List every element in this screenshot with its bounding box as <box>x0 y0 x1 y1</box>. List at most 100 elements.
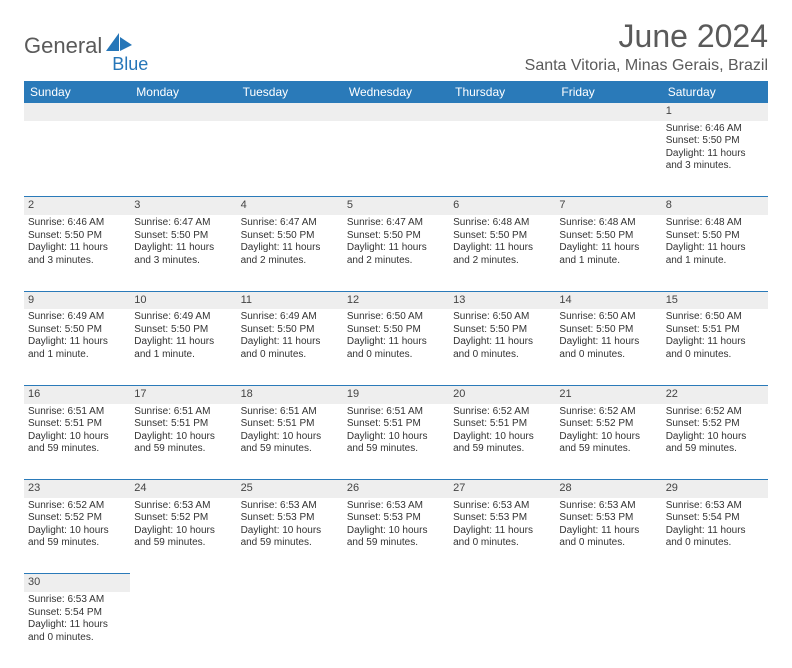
day-number-cell <box>343 103 449 121</box>
day-detail-cell: Sunrise: 6:52 AMSunset: 5:52 PMDaylight:… <box>24 498 130 574</box>
day-detail-row: Sunrise: 6:51 AMSunset: 5:51 PMDaylight:… <box>24 404 768 480</box>
daylight-text: and 0 minutes. <box>559 349 657 362</box>
daylight-text: and 0 minutes. <box>666 537 764 550</box>
sunset-text: Sunset: 5:50 PM <box>666 230 764 243</box>
day-detail-cell <box>662 592 768 668</box>
sunrise-text: Sunrise: 6:52 AM <box>559 406 657 419</box>
day-detail-cell: Sunrise: 6:50 AMSunset: 5:51 PMDaylight:… <box>662 309 768 385</box>
weekday-header: Saturday <box>662 81 768 103</box>
day-detail-cell: Sunrise: 6:50 AMSunset: 5:50 PMDaylight:… <box>343 309 449 385</box>
day-detail-cell <box>24 121 130 197</box>
day-detail-cell: Sunrise: 6:49 AMSunset: 5:50 PMDaylight:… <box>130 309 236 385</box>
day-detail-cell: Sunrise: 6:53 AMSunset: 5:53 PMDaylight:… <box>555 498 661 574</box>
daylight-text: and 0 minutes. <box>666 349 764 362</box>
sunrise-text: Sunrise: 6:47 AM <box>134 217 232 230</box>
sunrise-text: Sunrise: 6:46 AM <box>28 217 126 230</box>
daylight-text: Daylight: 11 hours <box>666 242 764 255</box>
daylight-text: Daylight: 11 hours <box>453 525 551 538</box>
day-number-row: 1 <box>24 103 768 121</box>
daylight-text: and 3 minutes. <box>134 255 232 268</box>
daylight-text: Daylight: 11 hours <box>666 525 764 538</box>
day-number-cell: 29 <box>662 480 768 498</box>
day-number-cell: 9 <box>24 291 130 309</box>
daylight-text: and 59 minutes. <box>134 443 232 456</box>
daylight-text: and 59 minutes. <box>347 443 445 456</box>
sunrise-text: Sunrise: 6:46 AM <box>666 123 764 136</box>
sunset-text: Sunset: 5:53 PM <box>453 512 551 525</box>
sunset-text: Sunset: 5:53 PM <box>559 512 657 525</box>
daylight-text: and 1 minute. <box>559 255 657 268</box>
day-detail-cell: Sunrise: 6:50 AMSunset: 5:50 PMDaylight:… <box>449 309 555 385</box>
sunset-text: Sunset: 5:51 PM <box>28 418 126 431</box>
location-text: Santa Vitoria, Minas Gerais, Brazil <box>525 57 768 75</box>
title-block: June 2024 Santa Vitoria, Minas Gerais, B… <box>525 18 768 75</box>
day-detail-cell: Sunrise: 6:53 AMSunset: 5:53 PMDaylight:… <box>237 498 343 574</box>
sunrise-text: Sunrise: 6:52 AM <box>28 500 126 513</box>
sunrise-text: Sunrise: 6:51 AM <box>28 406 126 419</box>
day-detail-cell: Sunrise: 6:48 AMSunset: 5:50 PMDaylight:… <box>662 215 768 291</box>
day-number-cell <box>130 574 236 592</box>
day-number-row: 23242526272829 <box>24 480 768 498</box>
header: General Blue June 2024 Santa Vitoria, Mi… <box>24 18 768 75</box>
day-number-cell: 7 <box>555 197 661 215</box>
day-number-cell: 22 <box>662 385 768 403</box>
daylight-text: Daylight: 10 hours <box>453 431 551 444</box>
sunset-text: Sunset: 5:51 PM <box>453 418 551 431</box>
sunset-text: Sunset: 5:50 PM <box>347 230 445 243</box>
day-number-cell: 10 <box>130 291 236 309</box>
day-detail-cell: Sunrise: 6:46 AMSunset: 5:50 PMDaylight:… <box>662 121 768 197</box>
day-number-cell <box>130 103 236 121</box>
day-detail-cell: Sunrise: 6:51 AMSunset: 5:51 PMDaylight:… <box>24 404 130 480</box>
logo: General Blue <box>24 18 148 65</box>
sunrise-text: Sunrise: 6:51 AM <box>347 406 445 419</box>
sunset-text: Sunset: 5:54 PM <box>28 607 126 620</box>
sunset-text: Sunset: 5:52 PM <box>559 418 657 431</box>
daylight-text: and 59 minutes. <box>559 443 657 456</box>
daylight-text: and 0 minutes. <box>241 349 339 362</box>
day-number-row: 16171819202122 <box>24 385 768 403</box>
day-number-cell: 5 <box>343 197 449 215</box>
day-number-cell: 8 <box>662 197 768 215</box>
sunset-text: Sunset: 5:51 PM <box>134 418 232 431</box>
day-number-cell: 11 <box>237 291 343 309</box>
sunset-text: Sunset: 5:51 PM <box>241 418 339 431</box>
day-detail-row: Sunrise: 6:52 AMSunset: 5:52 PM Daylight:… <box>24 498 768 574</box>
day-detail-cell: Sunrise: 6:52 AMSunset: 5:52 PMDaylight:… <box>662 404 768 480</box>
day-number-cell: 26 <box>343 480 449 498</box>
day-detail-cell: Sunrise: 6:51 AMSunset: 5:51 PMDaylight:… <box>130 404 236 480</box>
sunrise-text: Sunrise: 6:47 AM <box>241 217 339 230</box>
daylight-text: Daylight: 10 hours <box>134 431 232 444</box>
daylight-text: Daylight: 11 hours <box>347 242 445 255</box>
daylight-text: Daylight: 11 hours <box>28 242 126 255</box>
day-number-cell: 13 <box>449 291 555 309</box>
day-number-cell: 25 <box>237 480 343 498</box>
weekday-header: Friday <box>555 81 661 103</box>
sunrise-text: Sunrise: 6:53 AM <box>666 500 764 513</box>
calendar-table: Sunday Monday Tuesday Wednesday Thursday… <box>24 81 768 668</box>
daylight-text: and 0 minutes. <box>28 632 126 645</box>
day-number-cell: 12 <box>343 291 449 309</box>
daylight-text: Daylight: 10 hours <box>241 525 339 538</box>
day-number-cell <box>237 574 343 592</box>
sunrise-text: Sunrise: 6:49 AM <box>28 311 126 324</box>
daylight-text: Daylight: 11 hours <box>666 336 764 349</box>
daylight-text: Daylight: 10 hours <box>347 431 445 444</box>
day-detail-cell: Sunrise: 6:49 AMSunset: 5:50 PMDaylight:… <box>24 309 130 385</box>
day-number-cell: 23 <box>24 480 130 498</box>
sunset-text: Sunset: 5:50 PM <box>559 324 657 337</box>
daylight-text: Daylight: 11 hours <box>453 336 551 349</box>
sunset-text: Sunset: 5:50 PM <box>241 324 339 337</box>
daylight-text: Daylight: 10 hours <box>347 525 445 538</box>
day-number-cell <box>662 574 768 592</box>
daylight-text: Daylight: 11 hours <box>28 336 126 349</box>
day-number-row: 30 <box>24 574 768 592</box>
sunset-text: Sunset: 5:50 PM <box>453 324 551 337</box>
day-detail-cell: Sunrise: 6:53 AMSunset: 5:52 PMDaylight:… <box>130 498 236 574</box>
day-detail-cell: Sunrise: 6:51 AMSunset: 5:51 PMDaylight:… <box>343 404 449 480</box>
sunset-text: Sunset: 5:52 PM <box>28 512 126 525</box>
daylight-text: Daylight: 11 hours <box>559 525 657 538</box>
daylight-text: Daylight: 11 hours <box>134 336 232 349</box>
day-number-cell: 24 <box>130 480 236 498</box>
sunrise-text: Sunrise: 6:49 AM <box>134 311 232 324</box>
weekday-header: Monday <box>130 81 236 103</box>
